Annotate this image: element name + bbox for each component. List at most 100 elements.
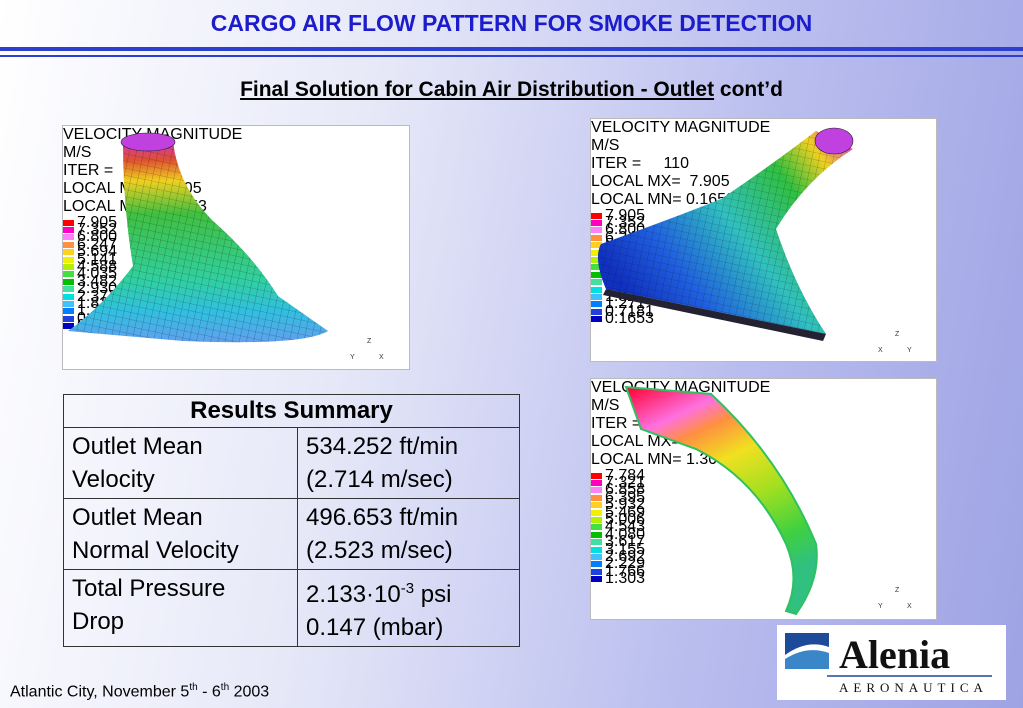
legend-label: 7.321 bbox=[605, 474, 646, 492]
legend-label: 0.1653 bbox=[605, 310, 654, 328]
legend-level: 4.588 bbox=[63, 258, 409, 275]
legend-title: VELOCITY MAGNITUDE bbox=[591, 119, 771, 136]
legend-swatch bbox=[591, 546, 602, 553]
legend-swatch bbox=[591, 509, 602, 516]
cell-text: Normal Velocity bbox=[72, 537, 239, 564]
legend-swatch bbox=[63, 293, 74, 300]
legend-swatch bbox=[591, 249, 602, 256]
cell-text: Velocity bbox=[72, 466, 155, 493]
legend-title: M/S bbox=[591, 397, 620, 414]
legend-swatch bbox=[591, 316, 602, 323]
legend-level: 6.247 bbox=[63, 236, 409, 253]
legend-level: 5.932 bbox=[591, 496, 936, 513]
legend-level: 7.352 bbox=[591, 214, 936, 231]
legend-levels: 7.784 7.321 6.858 6.395 5.932 5.469 5.006 4.543… bbox=[591, 467, 936, 587]
legend-swatch bbox=[63, 219, 74, 226]
legend-level: 1.766 bbox=[591, 563, 936, 580]
legend-swatch bbox=[591, 517, 602, 524]
legend-swatch bbox=[63, 286, 74, 293]
legend-swatch bbox=[591, 264, 602, 271]
legend-level: 4.080 bbox=[591, 526, 936, 543]
legend-level: 6.858 bbox=[591, 481, 936, 498]
legend-level: 0.1653 bbox=[591, 310, 936, 327]
legend-label: 0.7181 bbox=[605, 302, 654, 320]
legend-label: 4.543 bbox=[605, 518, 646, 536]
legend-title: M/S bbox=[591, 137, 620, 154]
legend-level: 5.006 bbox=[591, 511, 936, 528]
legend-swatch bbox=[63, 264, 74, 271]
rule bbox=[0, 47, 1023, 51]
legend-level: 6.395 bbox=[591, 489, 936, 506]
legend-label: 5.141 bbox=[77, 250, 118, 268]
cell-text: (2.523 m/sec) bbox=[306, 537, 453, 564]
legend-label: 5.932 bbox=[605, 496, 646, 514]
legend-level: 0.7181 bbox=[591, 303, 936, 320]
cell-text: 496.653 ft/min bbox=[306, 504, 459, 531]
legend-level: 7.905 bbox=[63, 214, 409, 231]
legend-swatch bbox=[591, 576, 602, 583]
axis-label: X bbox=[907, 603, 912, 610]
legend-swatch bbox=[591, 279, 602, 286]
legend-swatch bbox=[591, 257, 602, 264]
legend-title: VELOCITY MAGNITUDE bbox=[63, 126, 243, 143]
legend-swatch bbox=[63, 315, 74, 322]
legend-swatch bbox=[591, 539, 602, 546]
footer-text: 2003 bbox=[229, 683, 270, 701]
logo-icon bbox=[785, 633, 992, 677]
cell-text: Drop bbox=[72, 608, 125, 635]
legend-label: 3.617 bbox=[605, 533, 646, 551]
legend-swatch bbox=[63, 256, 74, 263]
axis-label: Y bbox=[878, 603, 883, 610]
legend-swatch bbox=[591, 561, 602, 568]
legend-level: 2.692 bbox=[591, 548, 936, 565]
legend-level: 5.141 bbox=[63, 251, 409, 268]
legend-level: 7.784 bbox=[591, 467, 936, 484]
axis-label: Y bbox=[907, 347, 912, 354]
cell-text: Outlet Mean bbox=[72, 504, 203, 531]
legend-swatch bbox=[591, 494, 602, 501]
legend-swatch bbox=[63, 241, 74, 248]
footer-text: - 6 bbox=[197, 683, 221, 701]
legend-swatch bbox=[63, 227, 74, 234]
legend-label: 4.035 bbox=[77, 265, 118, 283]
results-table: Results Summary Outlet Mean Velocity 534.… bbox=[63, 394, 520, 647]
legend-label: 4.080 bbox=[605, 525, 646, 543]
legend-label: 5.469 bbox=[605, 503, 646, 521]
legend-level: 2.930 bbox=[63, 280, 409, 297]
legend-label: 6.395 bbox=[605, 488, 646, 506]
legend-label: 4.588 bbox=[77, 258, 118, 276]
legend-swatch bbox=[591, 271, 602, 278]
cell: Outlet Mean Normal Velocity bbox=[63, 498, 298, 570]
legend-label: 3.482 bbox=[77, 272, 118, 290]
legend-level: 3.617 bbox=[591, 533, 936, 550]
legend-title: LOCAL MN= 0.1653 bbox=[591, 191, 735, 208]
axis-label: Z bbox=[895, 587, 900, 594]
axis-label: Y bbox=[350, 354, 355, 361]
legend-swatch bbox=[591, 308, 602, 315]
legend-label: 1.766 bbox=[605, 562, 646, 580]
rule bbox=[0, 55, 1023, 57]
axis-label: X bbox=[379, 354, 384, 361]
cell-text: 534.252 ft/min bbox=[306, 433, 459, 460]
subtitle-main: Final Solution for Cabin Air Distributio… bbox=[240, 78, 715, 101]
axis-label: Z bbox=[895, 331, 900, 338]
legend-swatch bbox=[591, 242, 602, 249]
legend-label: 2.229 bbox=[605, 555, 646, 573]
legend-swatch bbox=[63, 249, 74, 256]
legend-swatch bbox=[591, 293, 602, 300]
legend-level: 4.035 bbox=[63, 265, 409, 282]
legend-swatch bbox=[591, 524, 602, 531]
legend-label: 2.930 bbox=[77, 280, 118, 298]
legend-label: 7.352 bbox=[605, 214, 646, 232]
subtitle-rest: cont’d bbox=[714, 78, 783, 101]
axis-label: X bbox=[878, 347, 883, 354]
legend-swatch bbox=[591, 301, 602, 308]
legend-label: 3.155 bbox=[605, 540, 646, 558]
legend-level: 3.155 bbox=[591, 541, 936, 558]
cell: 2.133·10-3 psi 0.147 (mbar) bbox=[297, 569, 520, 647]
legend-level: 1.303 bbox=[591, 570, 936, 587]
cell: 496.653 ft/min (2.523 m/sec) bbox=[297, 498, 520, 570]
